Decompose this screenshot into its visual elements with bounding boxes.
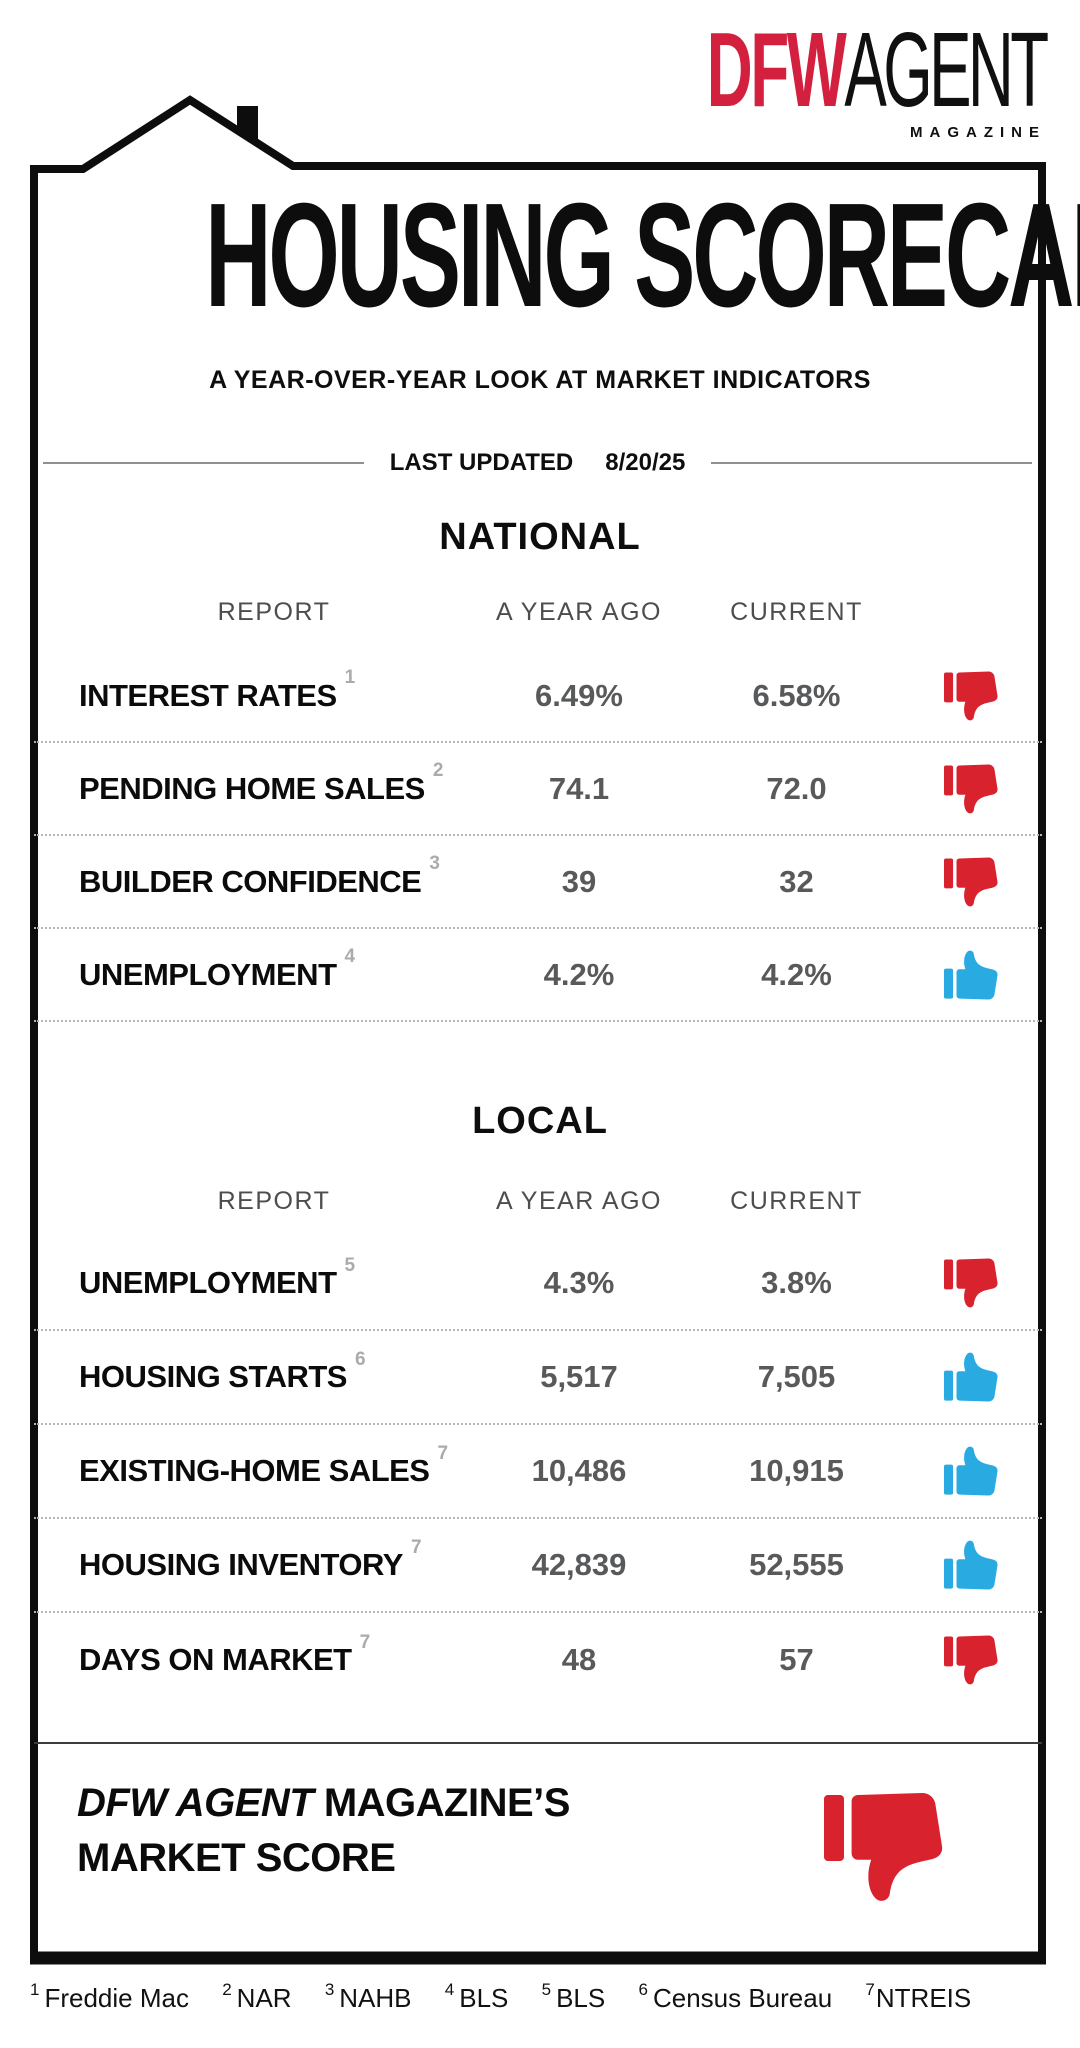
indicator-label: INTEREST RATES 1 [79, 667, 355, 713]
table-row: BUILDER CONFIDENCE 3 39 32 [34, 836, 1042, 929]
table-row: INTEREST RATES 1 6.49% 6.58% [34, 650, 1042, 743]
current-value: 6.58% [752, 677, 841, 713]
page-subtitle: A YEAR-OVER-YEAR LOOK AT MARKET INDICATO… [209, 366, 871, 394]
column-header-year-ago: A YEAR AGO [495, 598, 662, 626]
footnote-marker: 1 [344, 667, 356, 689]
score-title-line2: MARKET SCORE [77, 1836, 396, 1881]
thumbs-up-icon [944, 1352, 1002, 1402]
indicator-label: BUILDER CONFIDENCE 3 [79, 853, 440, 899]
column-header-year-ago: A YEAR AGO [495, 1187, 662, 1215]
thumbs-up-icon [944, 950, 1002, 1000]
year-ago-value: 74.1 [548, 770, 610, 806]
column-header-report: REPORT [217, 1187, 331, 1215]
thumbs-down-icon [944, 1635, 1002, 1685]
current-value: 57 [779, 1642, 814, 1677]
table-local: UNEMPLOYMENT 5 4.3% 3.8% HOUSING STARTS 6 … [34, 1237, 1042, 1707]
current-value: 32 [779, 863, 814, 899]
chimney-icon [237, 106, 258, 148]
market-score-section: DFW AGENT MAGAZINE’S MARKET SCORE [34, 1742, 1042, 1958]
table-header-local: REPORT A YEAR AGO CURRENT [34, 1187, 1042, 1216]
footnote-item: 5 BLS [541, 1980, 606, 2013]
logo-wordmark: DFWAGENT [707, 17, 1049, 123]
market-score-thumbs-down-icon [824, 1792, 952, 1902]
indicator-label: EXISTING-HOME SALES 7 [79, 1442, 448, 1488]
year-ago-value: 39 [561, 863, 597, 899]
indicator-label: HOUSING INVENTORY 7 [79, 1536, 422, 1582]
footnote-marker: 7 [410, 1536, 422, 1558]
indicator-label: UNEMPLOYMENT 5 [79, 1254, 355, 1300]
score-title-rest: MAGAZINE’S [313, 1781, 571, 1825]
table-national: INTEREST RATES 1 6.49% 6.58% PENDING HOME… [34, 650, 1042, 1022]
indicator-label: PENDING HOME SALES 2 [79, 760, 443, 806]
current-value: 52,555 [749, 1547, 844, 1582]
footnote-item: 6 Census Bureau [638, 1980, 833, 2013]
table-row: UNEMPLOYMENT 5 4.3% 3.8% [34, 1237, 1042, 1331]
current-value: 10,915 [749, 1453, 844, 1488]
column-header-report: REPORT [217, 598, 331, 626]
last-updated-bar: LAST UPDATED 8/20/25 [43, 449, 1033, 477]
footnote-marker: 2 [432, 760, 444, 782]
footnote-item: 1 Freddie Mac [30, 1980, 189, 2013]
current-value: 4.2% [761, 956, 832, 992]
thumbs-down-icon [944, 857, 1002, 907]
footnote-sources: 1 Freddie Mac 2 NAR 3 NAHB 4 BLS 5 BLS 6 Censu… [30, 1980, 1050, 2014]
section-title-national: NATIONAL [439, 516, 641, 558]
divider-line-left [43, 462, 364, 464]
thumbs-down-icon [944, 764, 1002, 814]
logo-dfw-text: DFW [707, 11, 847, 129]
current-value: 7,505 [757, 1359, 836, 1394]
year-ago-value: 48 [561, 1642, 597, 1677]
year-ago-value: 4.3% [543, 1265, 615, 1300]
thumbs-up-icon [944, 1540, 1002, 1590]
table-header-national: REPORT A YEAR AGO CURRENT [34, 598, 1042, 627]
indicator-label: HOUSING STARTS 6 [79, 1348, 366, 1394]
table-row: UNEMPLOYMENT 4 4.2% 4.2% [34, 929, 1042, 1022]
table-row: HOUSING STARTS 6 5,517 7,505 [34, 1331, 1042, 1425]
footnote-item: 3 NAHB [324, 1980, 412, 2013]
footnote-marker: 6 [355, 1348, 366, 1370]
footnote-item: 2 NAR [222, 1980, 292, 2013]
thumbs-down-icon [944, 671, 1002, 721]
year-ago-value: 5,517 [540, 1359, 618, 1394]
footnote-marker: 7 [359, 1631, 371, 1653]
section-title-local: LOCAL [472, 1100, 608, 1142]
column-header-current: CURRENT [730, 1187, 863, 1215]
current-value: 3.8% [761, 1265, 832, 1300]
divider-line-right [711, 462, 1033, 464]
market-score-title: DFW AGENT MAGAZINE’S MARKET SCORE [77, 1776, 570, 1886]
year-ago-value: 10,486 [531, 1453, 627, 1488]
year-ago-value: 6.49% [535, 677, 623, 713]
year-ago-value: 42,839 [531, 1547, 627, 1582]
thumbs-up-icon [944, 1446, 1002, 1496]
footnote-marker: 7 [437, 1442, 448, 1464]
indicator-label: UNEMPLOYMENT 4 [79, 946, 355, 992]
year-ago-value: 4.2% [543, 956, 615, 992]
thumbs-down-icon [944, 1258, 1002, 1308]
footnote-marker: 4 [344, 946, 356, 968]
dfw-agent-magazine-logo: DFWAGENT MAGAZINE [481, 17, 1049, 141]
table-row: PENDING HOME SALES 2 74.1 72.0 [34, 743, 1042, 836]
table-row: EXISTING-HOME SALES 7 10,486 10,915 [34, 1425, 1042, 1519]
footnote-marker: 5 [344, 1254, 356, 1276]
last-updated-date: 8/20/25 [605, 449, 686, 476]
score-title-magazine-name: DFW AGENT [77, 1781, 314, 1825]
last-updated-label: LAST UPDATED [389, 449, 574, 476]
indicator-label: DAYS ON MARKET 7 [79, 1631, 370, 1677]
footnote-item: 7NTREIS [865, 1980, 972, 2013]
logo-agent-text: AGENT [844, 11, 1050, 129]
table-row: DAYS ON MARKET 7 48 57 [34, 1613, 1042, 1707]
current-value: 72.0 [766, 770, 827, 806]
footnote-marker: 3 [429, 853, 440, 875]
table-row: HOUSING INVENTORY 7 42,839 52,555 [34, 1519, 1042, 1613]
page-title: HOUSING SCORECARD [205, 173, 1080, 338]
footnote-item: 4 BLS [444, 1980, 509, 2013]
column-header-current: CURRENT [730, 598, 863, 626]
